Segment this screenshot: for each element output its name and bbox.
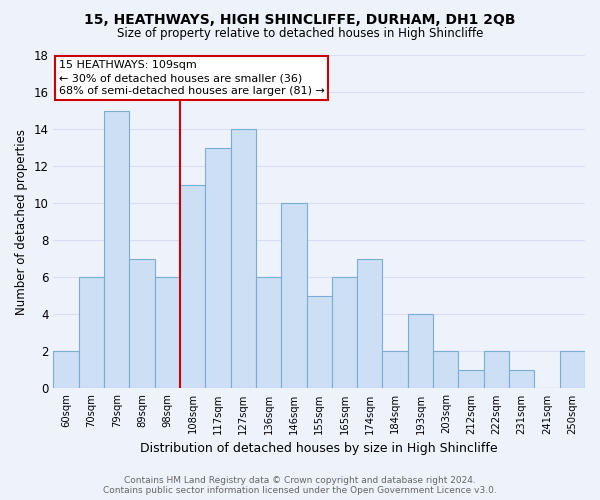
Bar xyxy=(104,110,130,388)
Bar xyxy=(53,352,79,389)
Bar xyxy=(130,259,155,388)
Bar xyxy=(256,278,281,388)
Bar xyxy=(509,370,535,388)
Y-axis label: Number of detached properties: Number of detached properties xyxy=(15,128,28,314)
Bar xyxy=(408,314,433,388)
Bar xyxy=(79,278,104,388)
Bar xyxy=(332,278,357,388)
Bar xyxy=(180,184,205,388)
Bar xyxy=(281,203,307,388)
Bar xyxy=(155,278,180,388)
Bar xyxy=(307,296,332,388)
Bar xyxy=(484,352,509,389)
Bar xyxy=(382,352,408,389)
Bar xyxy=(230,129,256,388)
Bar xyxy=(205,148,230,388)
Text: Contains HM Land Registry data © Crown copyright and database right 2024.
Contai: Contains HM Land Registry data © Crown c… xyxy=(103,476,497,495)
Bar xyxy=(433,352,458,389)
Bar xyxy=(357,259,382,388)
Bar xyxy=(560,352,585,389)
X-axis label: Distribution of detached houses by size in High Shincliffe: Distribution of detached houses by size … xyxy=(140,442,498,455)
Text: 15, HEATHWAYS, HIGH SHINCLIFFE, DURHAM, DH1 2QB: 15, HEATHWAYS, HIGH SHINCLIFFE, DURHAM, … xyxy=(84,12,516,26)
Text: 15 HEATHWAYS: 109sqm
← 30% of detached houses are smaller (36)
68% of semi-detac: 15 HEATHWAYS: 109sqm ← 30% of detached h… xyxy=(59,60,325,96)
Bar xyxy=(458,370,484,388)
Text: Size of property relative to detached houses in High Shincliffe: Size of property relative to detached ho… xyxy=(117,28,483,40)
